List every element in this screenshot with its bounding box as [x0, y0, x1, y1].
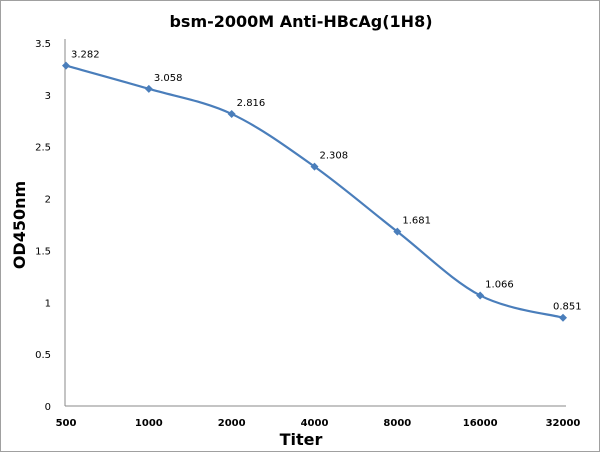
- x-tick-label: 500: [56, 418, 77, 429]
- data-point-marker: [476, 291, 485, 300]
- y-tick-label: 3: [45, 91, 51, 102]
- data-label: 3.058: [154, 73, 183, 84]
- data-point-marker: [144, 84, 153, 93]
- y-tick-label: 0.5: [35, 350, 51, 361]
- x-tick-label: 32000: [546, 418, 581, 429]
- data-label: 3.282: [71, 50, 100, 61]
- x-axis-label: Titer: [280, 430, 323, 449]
- data-label: 1.681: [402, 216, 431, 227]
- data-point-marker: [393, 227, 402, 236]
- y-tick-label: 1.5: [35, 246, 51, 257]
- chart-title: bsm-2000M Anti-HBcAg(1H8): [169, 12, 432, 31]
- data-label: 2.308: [320, 151, 349, 162]
- y-tick-label: 3.5: [35, 39, 51, 50]
- x-tick-label: 2000: [218, 418, 246, 429]
- data-label: 2.816: [237, 98, 266, 109]
- x-tick-label: 8000: [383, 418, 411, 429]
- data-label: 0.851: [553, 302, 582, 313]
- x-tick-label: 4000: [301, 418, 329, 429]
- data-point-marker: [559, 313, 567, 322]
- y-tick-label: 2: [45, 195, 51, 206]
- y-tick-label: 1: [45, 298, 51, 309]
- y-tick-label: 2.5: [35, 143, 51, 154]
- y-axis-label: OD450nm: [10, 181, 29, 269]
- data-point-marker: [310, 162, 319, 171]
- data-label: 1.066: [485, 279, 514, 290]
- data-point-marker: [227, 109, 236, 118]
- x-tick-label: 16000: [463, 418, 498, 429]
- y-tick-label: 0: [45, 402, 51, 413]
- data-point-marker: [62, 61, 70, 70]
- x-tick-label: 1000: [135, 418, 163, 429]
